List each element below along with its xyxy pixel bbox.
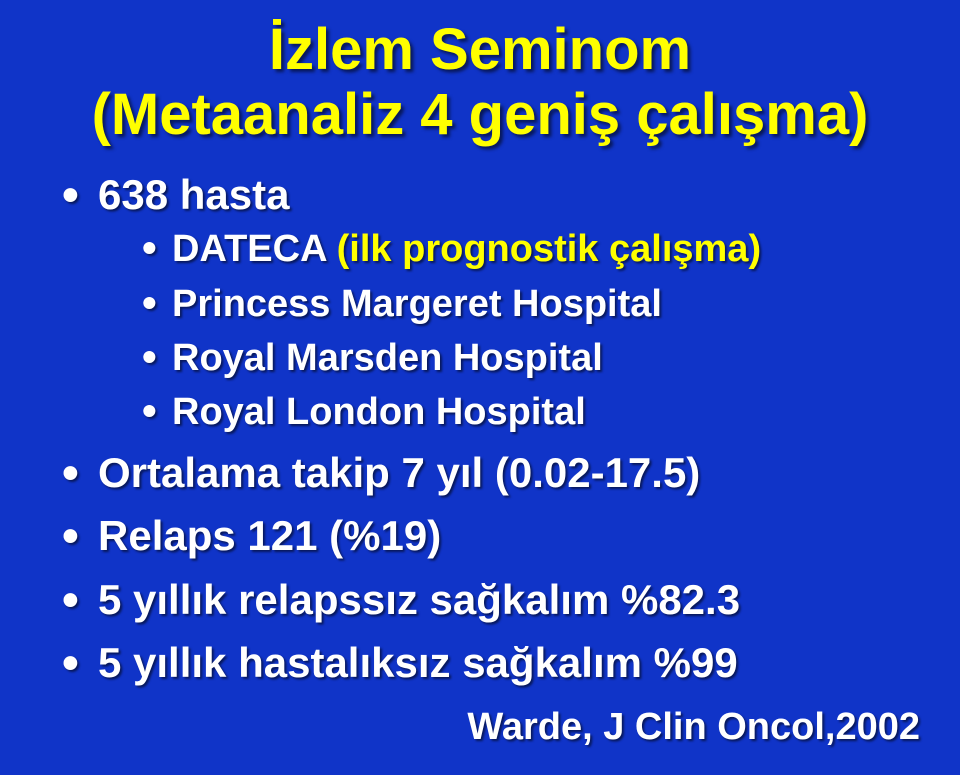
bullet-item: Relaps 121 (%19) — [62, 511, 920, 561]
sub-bullet-item: Royal London Hospital — [142, 390, 920, 434]
sub-bullet-text: Royal London Hospital — [172, 391, 586, 433]
bullet-text: Ortalama takip 7 yıl (0.02-17.5) — [98, 449, 700, 496]
sub-bullet-item: Princess Margeret Hospital — [142, 282, 920, 326]
bullet-item: 5 yıllık hastalıksız sağkalım %99 — [62, 638, 920, 688]
sub-bullet-text: Royal Marsden Hospital — [172, 337, 603, 379]
sub-bullet-text: DATECA — [172, 228, 337, 270]
slide: İzlem Seminom (Metaanaliz 4 geniş çalışm… — [0, 0, 960, 775]
citation: Warde, J Clin Oncol,2002 — [467, 706, 920, 749]
title-line-1: İzlem Seminom — [40, 18, 920, 83]
sub-bullet-item: DATECA (ilk prognostik çalışma) — [142, 227, 920, 271]
bullet-text: Relaps 121 (%19) — [98, 512, 441, 559]
bullet-item: 638 hasta DATECA (ilk prognostik çalışma… — [62, 170, 920, 434]
sub-bullet-accent: (ilk prognostik çalışma) — [337, 228, 761, 270]
bullet-text: 5 yıllık hastalıksız sağkalım %99 — [98, 639, 738, 686]
bullet-list: 638 hasta DATECA (ilk prognostik çalışma… — [40, 170, 920, 688]
title-line-2: (Metaanaliz 4 geniş çalışma) — [40, 83, 920, 148]
bullet-text: 638 hasta — [98, 171, 289, 218]
sub-bullet-list: DATECA (ilk prognostik çalışma) Princess… — [98, 227, 920, 433]
bullet-item: Ortalama takip 7 yıl (0.02-17.5) — [62, 448, 920, 498]
slide-title: İzlem Seminom (Metaanaliz 4 geniş çalışm… — [40, 18, 920, 148]
sub-bullet-item: Royal Marsden Hospital — [142, 336, 920, 380]
bullet-text: 5 yıllık relapssız sağkalım %82.3 — [98, 576, 740, 623]
bullet-item: 5 yıllık relapssız sağkalım %82.3 — [62, 575, 920, 625]
sub-bullet-text: Princess Margeret Hospital — [172, 283, 662, 325]
